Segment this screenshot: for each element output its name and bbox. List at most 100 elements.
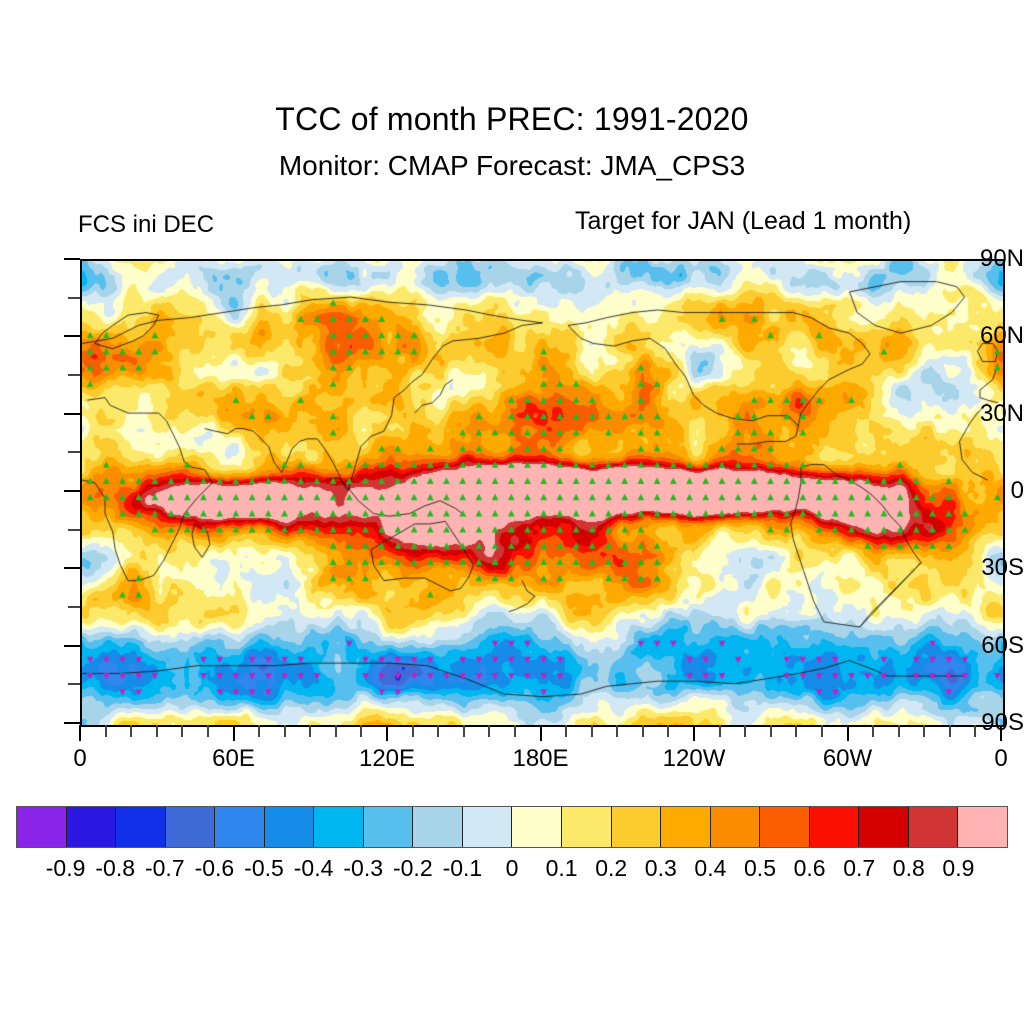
x-tick-minor <box>155 725 158 737</box>
x-tick-label: 180E <box>512 745 569 772</box>
colorbar-tick-label: -0.8 <box>95 855 136 881</box>
x-tick-label: 60W <box>822 745 873 772</box>
y-tick-minor <box>68 374 80 376</box>
y-tick-label: 0 <box>1010 477 1024 504</box>
y-tick-label: 90S <box>981 709 1024 736</box>
colorbar-tick-label: -0.5 <box>244 855 284 881</box>
x-tick <box>1000 725 1002 741</box>
x-tick-minor <box>513 725 516 737</box>
x-tick-label: 0 <box>994 745 1008 772</box>
y-tick <box>64 412 80 415</box>
colorbar-cell <box>710 807 761 847</box>
x-tick <box>693 725 695 741</box>
y-tick-label: 30N <box>979 399 1024 427</box>
x-tick-minor <box>667 725 670 737</box>
colorbar-cell <box>363 807 414 847</box>
y-tick <box>64 335 80 338</box>
y-tick-label: 60S <box>981 631 1024 659</box>
x-tick <box>539 725 542 741</box>
x-tick-label: 60E <box>212 745 255 772</box>
x-tick-label: 0 <box>73 745 87 772</box>
x-tick-minor <box>411 725 414 737</box>
colorbar-tick-label: -0.7 <box>144 855 185 881</box>
y-tick-minor <box>68 296 80 299</box>
y-tick <box>64 722 80 724</box>
colorbar-cell <box>116 807 166 847</box>
colorbar-tick-label: 0.4 <box>694 855 727 881</box>
colorbar-cell <box>562 807 612 847</box>
x-tick-minor <box>181 725 184 737</box>
x-tick-minor <box>462 725 465 737</box>
page-subtitle: Monitor: CMAP Forecast: JMA_CPS3 <box>278 150 746 181</box>
x-tick-minor <box>360 725 363 737</box>
colorbar-tick-label: 0.9 <box>942 855 975 881</box>
x-tick-minor <box>948 725 951 737</box>
colorbar-cell <box>908 807 959 847</box>
y-tick-label: 90N <box>979 245 1024 272</box>
colorbar-cell <box>413 807 463 847</box>
x-tick <box>79 725 81 741</box>
x-tick <box>386 725 388 741</box>
x-tick-minor <box>616 725 619 737</box>
map-plot-area <box>80 259 1005 727</box>
colorbar-tick-label: 0.1 <box>545 855 578 881</box>
x-tick-minor <box>718 725 721 737</box>
x-tick-minor <box>283 725 286 737</box>
y-tick <box>64 258 80 260</box>
colorbar-tick-label: -0.9 <box>45 855 86 881</box>
y-tick-minor <box>68 606 80 608</box>
colorbar-cell <box>611 807 662 847</box>
y-tick-label: 30S <box>981 554 1024 582</box>
colorbar-cell <box>66 807 117 847</box>
colorbar-cell <box>314 807 364 847</box>
colorbar-cell <box>17 807 67 847</box>
x-tick-label: 120W <box>662 745 726 772</box>
colorbar-tick-label: -0.3 <box>343 855 384 881</box>
colorbar-cell <box>264 807 315 847</box>
colorbar-tick-label: 0.7 <box>843 855 876 881</box>
colorbar-tick-label: 0 <box>505 855 519 881</box>
colorbar-tick-label: 0.6 <box>793 855 826 881</box>
x-tick-minor <box>130 725 133 737</box>
x-tick-minor <box>258 725 261 737</box>
page-title: TCC of month PREC: 1991-2020 <box>275 101 749 137</box>
colorbar-tick-label: 0.5 <box>744 855 776 881</box>
colorbar-cell <box>215 807 265 847</box>
colorbar-cell <box>760 807 810 847</box>
colorbar-tick-label: -0.1 <box>442 855 483 881</box>
x-tick-minor <box>897 725 900 737</box>
colorbar-cell <box>512 807 563 847</box>
x-tick-minor <box>795 725 798 737</box>
colorbar-cell <box>661 807 711 847</box>
colorbar <box>16 806 1008 848</box>
x-tick-minor <box>334 725 337 737</box>
x-tick-minor <box>974 725 977 737</box>
colorbar-cell <box>859 807 909 847</box>
colorbar-cell <box>165 807 216 847</box>
x-tick-minor <box>744 725 747 737</box>
y-tick <box>64 490 80 492</box>
x-tick <box>232 725 235 741</box>
colorbar-tick-label: -0.2 <box>392 855 433 881</box>
y-tick-minor <box>68 683 80 686</box>
colorbar-cell <box>958 807 1007 847</box>
x-tick-minor <box>641 725 644 737</box>
x-tick-minor <box>206 725 209 737</box>
x-tick-minor <box>309 725 312 737</box>
y-tick <box>64 644 80 647</box>
x-tick <box>846 725 849 741</box>
forecast-init-label: FCS ini DEC <box>78 211 215 238</box>
y-tick-minor <box>68 451 80 454</box>
colorbar-tick-label: 0.3 <box>644 855 677 881</box>
x-tick-minor <box>590 725 593 737</box>
colorbar-cell <box>809 807 860 847</box>
y-tick <box>64 567 80 570</box>
colorbar-tick-label: 0.8 <box>892 855 925 881</box>
x-tick-minor <box>488 725 491 737</box>
x-tick-label: 120E <box>358 745 416 772</box>
x-tick-minor <box>104 725 107 737</box>
y-tick-minor <box>68 528 80 531</box>
y-tick-label: 60N <box>979 322 1024 350</box>
colorbar-tick-label: -0.4 <box>293 855 334 881</box>
